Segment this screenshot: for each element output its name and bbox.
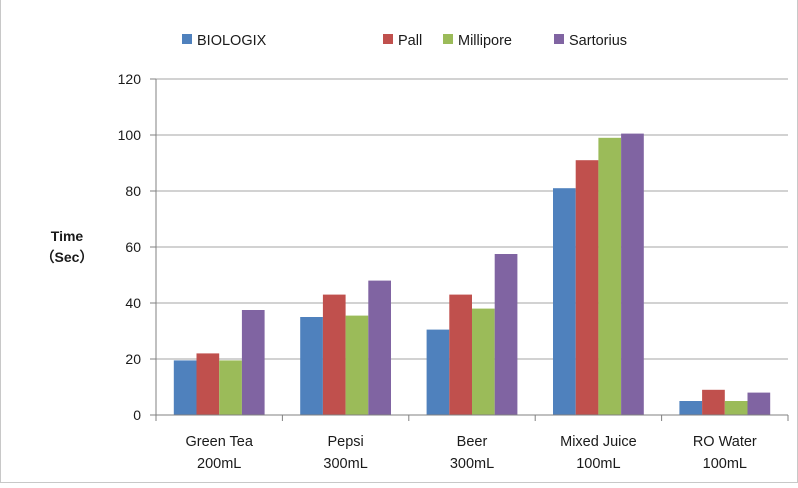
bar-sartorius (368, 280, 391, 415)
legend-label: BIOLOGIX (197, 33, 267, 49)
x-tick-label: 200mL (197, 456, 241, 472)
bar-pall (196, 353, 220, 415)
legend: BIOLOGIX Pall Millipore Sartorius (182, 33, 627, 49)
bar-sartorius (241, 310, 265, 415)
bar-millipore (219, 360, 242, 415)
bars (173, 133, 771, 416)
bar-biologix (553, 188, 576, 415)
bar-pall (449, 294, 472, 415)
bar-pall (322, 294, 346, 415)
x-tick-label: 100mL (576, 456, 620, 472)
bar-biologix (426, 329, 450, 415)
x-tick-label: Mixed Juice (560, 434, 637, 450)
axes: 0 20 40 60 80 100 120 Green Tea 200mL Pepsi 300mL B… (118, 71, 789, 472)
bar-millipore (598, 137, 622, 416)
y-tick-label: 120 (118, 71, 142, 87)
y-tick-label: 80 (125, 183, 141, 199)
bar-sartorius (747, 392, 771, 415)
y-tick-label: 0 (133, 407, 141, 423)
legend-swatch (383, 34, 393, 44)
bar-pall (702, 389, 725, 415)
x-tick-label: 300mL (323, 456, 367, 472)
y-tick-label: 100 (118, 127, 142, 143)
legend-swatch (182, 34, 192, 44)
y-tick-label: 40 (125, 295, 141, 311)
x-tick-label: 100mL (703, 456, 747, 472)
x-tick-label: 300mL (450, 456, 494, 472)
x-tick-label: Green Tea (185, 434, 253, 450)
legend-label: Pall (398, 33, 422, 49)
bar-biologix (173, 360, 197, 415)
bar-sartorius (494, 254, 518, 415)
x-tick-label: RO Water (693, 434, 757, 450)
bar-pall (575, 160, 599, 415)
y-axis-label-line1: Time (51, 228, 84, 244)
legend-swatch (443, 34, 453, 44)
x-tick-label: Beer (457, 434, 488, 450)
bar-millipore (472, 308, 495, 415)
bar-biologix (679, 401, 703, 415)
bar-sartorius (621, 133, 644, 415)
legend-label: Millipore (458, 33, 512, 49)
legend-swatch (554, 34, 564, 44)
bar-millipore (724, 401, 748, 415)
bar-millipore (345, 315, 369, 415)
y-tick-label: 20 (125, 351, 141, 367)
bar-biologix (300, 317, 323, 415)
gridlines (156, 78, 788, 360)
y-axis-label-line2: （Sec） (41, 249, 94, 265)
legend-label: Sartorius (569, 33, 627, 49)
x-tick-label: Pepsi (327, 434, 363, 450)
y-tick-label: 60 (125, 239, 141, 255)
